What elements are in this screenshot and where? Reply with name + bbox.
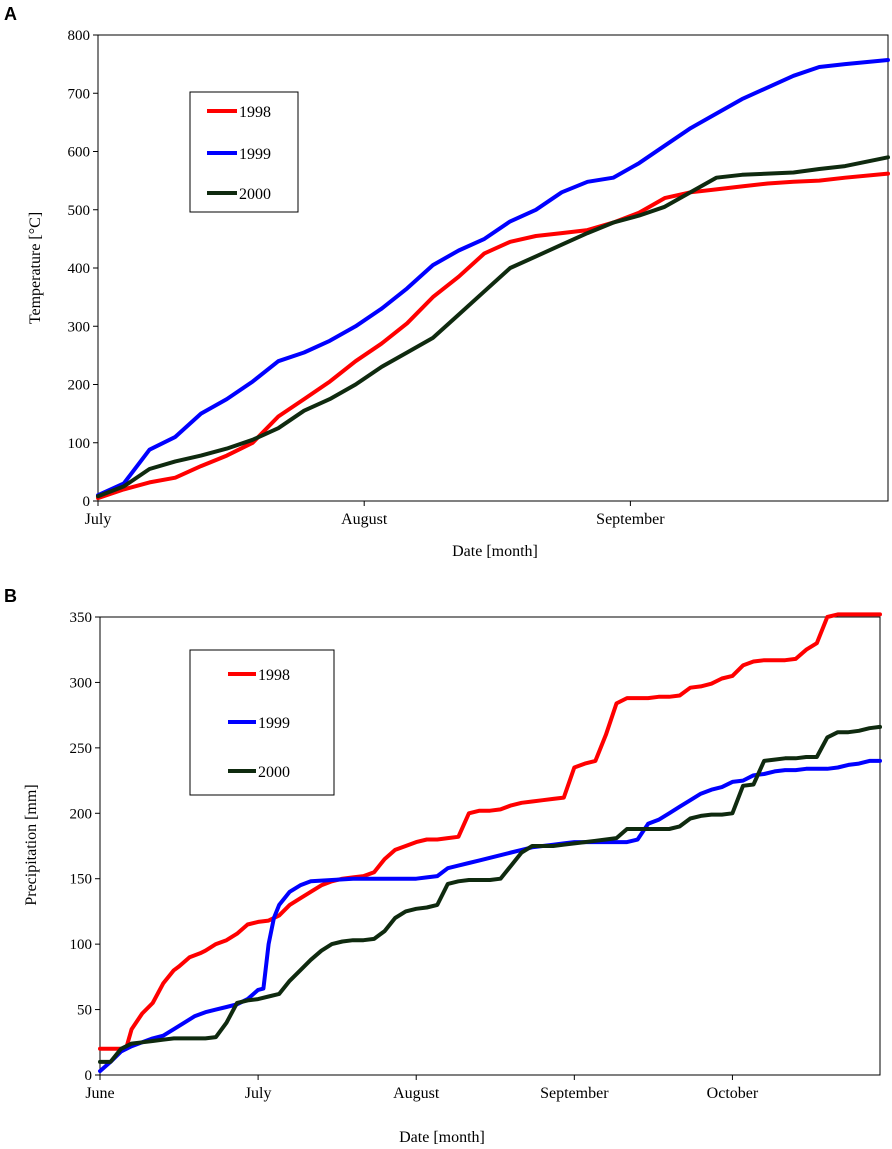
y-tick-label: 300 bbox=[68, 319, 91, 335]
y-tick-label: 0 bbox=[83, 494, 91, 510]
panel-b-series bbox=[98, 612, 882, 1074]
x-tick-label: June bbox=[85, 1085, 114, 1102]
legend-label-2000: 2000 bbox=[239, 186, 271, 203]
x-tick-label: August bbox=[341, 511, 388, 528]
series-line-1999 bbox=[98, 758, 882, 1074]
y-tick-label: 500 bbox=[68, 203, 91, 219]
x-tick-label: October bbox=[707, 1085, 759, 1102]
y-tick-label: 400 bbox=[68, 261, 91, 277]
panel-label-a: A bbox=[4, 4, 17, 24]
x-axis-title-b: Date [month] bbox=[399, 1129, 485, 1146]
y-tick-label: 150 bbox=[70, 872, 93, 888]
y-tick-label: 600 bbox=[68, 145, 91, 161]
panel-a-series bbox=[96, 58, 890, 501]
panel-b-legend: 1998 1999 2000 bbox=[189, 649, 335, 796]
plot-frame bbox=[99, 616, 881, 1076]
legend-label-1999: 1999 bbox=[258, 715, 290, 732]
y-tick-label: 200 bbox=[70, 806, 93, 822]
x-axis-title-a: Date [month] bbox=[452, 543, 538, 560]
y-tick-label: 350 bbox=[70, 610, 93, 626]
y-tick-label: 100 bbox=[68, 436, 91, 452]
y-tick-label: 50 bbox=[77, 1003, 92, 1019]
x-tick-label: July bbox=[85, 511, 112, 528]
series-line-1998 bbox=[96, 171, 890, 501]
series-line-1999 bbox=[96, 58, 890, 498]
y-tick-label: 250 bbox=[70, 741, 93, 757]
y-tick-label: 200 bbox=[68, 378, 91, 394]
legend-label-1998: 1998 bbox=[239, 104, 271, 121]
y-tick-label: 700 bbox=[68, 86, 91, 102]
x-tick-label: July bbox=[245, 1085, 272, 1102]
panel-a: A 0 100 200 300 400 500 600 700 800 July August Sep… bbox=[4, 4, 890, 560]
x-tick-label: September bbox=[596, 511, 665, 528]
y-axis-title-b: Precipitation [mm] bbox=[23, 784, 40, 905]
y-tick-label: 300 bbox=[70, 675, 93, 691]
y-tick-label: 100 bbox=[70, 937, 93, 953]
legend-label-1999: 1999 bbox=[239, 146, 271, 163]
panel-b: B 0 50 100 150 200 250 300 350 June July August Sep… bbox=[4, 586, 882, 1146]
series-line-2000 bbox=[98, 724, 882, 1064]
legend-box bbox=[189, 649, 335, 796]
y-axis-title-a: Temperature [°C] bbox=[27, 212, 44, 324]
panel-b-axes: 0 50 100 150 200 250 300 350 June July August Septe… bbox=[70, 610, 881, 1102]
panel-a-axes: 0 100 200 300 400 500 600 700 800 July August Septe… bbox=[68, 28, 889, 528]
legend-label-2000: 2000 bbox=[258, 764, 290, 781]
x-tick-label: August bbox=[393, 1085, 440, 1102]
panel-a-legend: 1998 1999 2000 bbox=[189, 91, 299, 213]
series-line-1998 bbox=[98, 612, 882, 1051]
y-tick-label: 0 bbox=[85, 1068, 93, 1084]
panel-label-b: B bbox=[4, 586, 17, 606]
legend-label-1998: 1998 bbox=[258, 667, 290, 684]
x-tick-label: September bbox=[540, 1085, 609, 1102]
series-line-2000 bbox=[96, 155, 890, 499]
y-tick-label: 800 bbox=[68, 28, 91, 44]
